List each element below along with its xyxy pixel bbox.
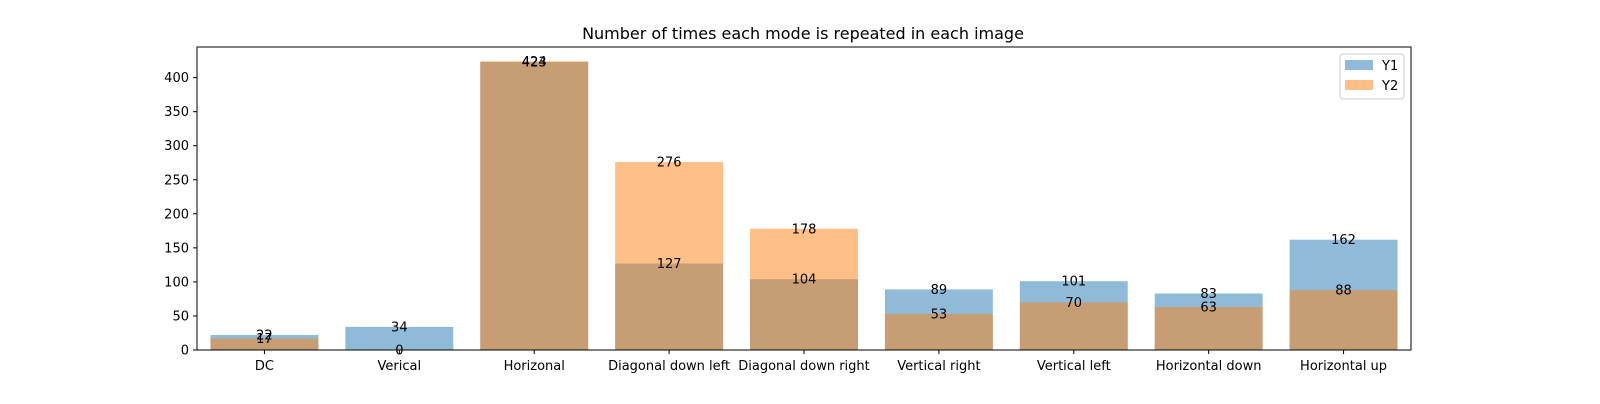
data-label-y1-3: 127 xyxy=(657,257,682,272)
bar-y2-3 xyxy=(615,162,724,350)
y-tick-label: 150 xyxy=(164,241,189,256)
plot-frame xyxy=(196,46,1412,351)
x-tick-label: Verical xyxy=(378,359,422,374)
x-tick-label: Horizonal xyxy=(504,359,565,374)
y-tick-label: 100 xyxy=(164,275,189,290)
legend-label-y1: Y1 xyxy=(1381,59,1398,74)
y-tick-label: 300 xyxy=(164,139,189,154)
y-tick-label: 250 xyxy=(164,173,189,188)
x-tick-label: Vertical right xyxy=(897,359,980,374)
x-tick-label: Horizontal down xyxy=(1156,359,1262,374)
data-label-y1-5: 89 xyxy=(931,283,948,298)
data-label-y2-0: 17 xyxy=(256,332,273,347)
data-label-y2-1: 0 xyxy=(395,344,403,359)
chart-title: Number of times each mode is repeated in… xyxy=(582,24,1024,43)
bar-y2-5 xyxy=(884,313,993,350)
data-label-y2-5: 53 xyxy=(931,307,948,322)
x-tick-label: Diagonal down right xyxy=(738,359,870,374)
legend-swatch-y2 xyxy=(1345,80,1373,90)
data-label-y1-8: 162 xyxy=(1331,233,1356,248)
data-label-y1-0: 22 xyxy=(256,329,273,344)
x-tick-label: DC xyxy=(255,359,274,374)
bar-y2-2 xyxy=(480,61,589,350)
bar-y2-8 xyxy=(1289,290,1398,350)
y-axis: 0 50 100 150 200 250 300 350 400 xyxy=(164,71,197,359)
data-label-y1-7: 83 xyxy=(1200,287,1217,302)
y-tick-label: 350 xyxy=(164,105,189,120)
data-label-y1-6: 101 xyxy=(1061,275,1086,290)
y-tick-label: 200 xyxy=(164,207,189,222)
bars xyxy=(210,61,1398,351)
data-label-y2-7: 63 xyxy=(1200,301,1217,316)
bar-y2-6 xyxy=(1019,302,1128,350)
data-label-y1-2: 423 xyxy=(522,55,547,70)
data-labels: 22 34 423 127 104 89 101 83 162 17 0 424 276 178 53 70 6… xyxy=(256,55,1356,359)
data-label-y2-6: 70 xyxy=(1066,296,1083,311)
data-label-y2-8: 88 xyxy=(1335,284,1352,299)
data-label-y2-2: 424 xyxy=(522,55,547,70)
bar-y2-0 xyxy=(210,338,319,350)
y-tick-label: 400 xyxy=(164,71,189,86)
bar-y2-4 xyxy=(750,228,858,350)
data-label-y2-3: 276 xyxy=(657,156,682,171)
legend-label-y2: Y2 xyxy=(1381,79,1398,94)
bar-y1-1 xyxy=(345,326,454,350)
data-label-y1-4: 104 xyxy=(792,273,817,288)
legend-swatch-y1 xyxy=(1345,60,1373,70)
data-label-y2-4: 178 xyxy=(792,222,817,237)
x-tick-label: Diagonal down left xyxy=(608,359,730,374)
y-tick-label: 50 xyxy=(172,309,189,324)
data-label-y1-1: 34 xyxy=(391,320,408,335)
y-tick-label: 0 xyxy=(181,344,189,359)
x-tick-label: Vertical left xyxy=(1037,359,1111,374)
x-tick-label: Horizontal up xyxy=(1300,359,1387,374)
bar-y2-7 xyxy=(1154,307,1263,350)
x-axis: DC Verical Horizonal Diagonal down left Diag… xyxy=(255,350,1387,374)
